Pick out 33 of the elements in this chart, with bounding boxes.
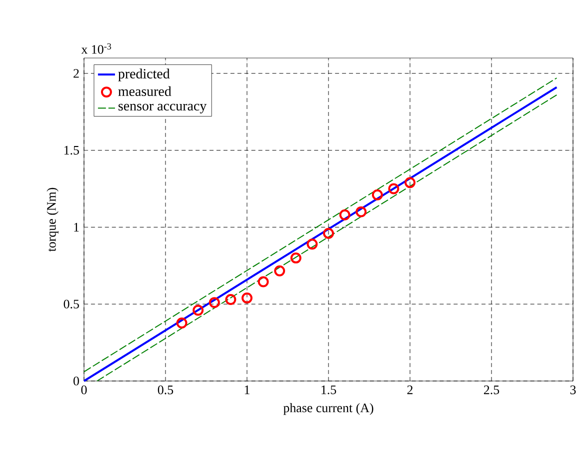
legend-label: predicted: [118, 68, 170, 82]
text: x 10$^{-3}$: [81, 43, 112, 54]
point: [258, 276, 269, 288]
point: [356, 206, 367, 218]
point: [388, 183, 400, 194]
point: [192, 304, 204, 316]
point: [274, 265, 286, 276]
x-tick-label: 3: [570, 386, 576, 394]
point: [290, 252, 302, 264]
point: [323, 228, 334, 239]
x-tick-label: 1: [244, 386, 250, 394]
point: [176, 318, 188, 328]
x-tick-label: 1.5: [322, 386, 336, 394]
y-tick-label: 0: [74, 376, 79, 386]
x-axis-title: phase current (A): [283, 403, 374, 415]
y-tick-label: 1: [74, 222, 79, 232]
y-tick-label: 1.5: [64, 146, 79, 155]
y-tick-label: 2: [74, 69, 79, 78]
x-tick-label: 2: [407, 386, 413, 394]
y-tick-label: 0.5: [64, 300, 79, 308]
point: [404, 177, 416, 188]
point: [372, 189, 383, 200]
point: [242, 292, 252, 304]
x-tick-label: 0.5: [158, 386, 174, 394]
legend-label: measured: [118, 86, 172, 96]
legend-label: sensor accuracy: [118, 104, 207, 114]
x-tick-label: 0: [81, 386, 87, 394]
x-tick-label: 2.5: [484, 386, 500, 394]
point: [339, 209, 350, 220]
point: [306, 238, 318, 250]
point: [225, 294, 236, 305]
y-axis-title: torque (Nm): [46, 188, 58, 252]
point: [208, 297, 220, 308]
